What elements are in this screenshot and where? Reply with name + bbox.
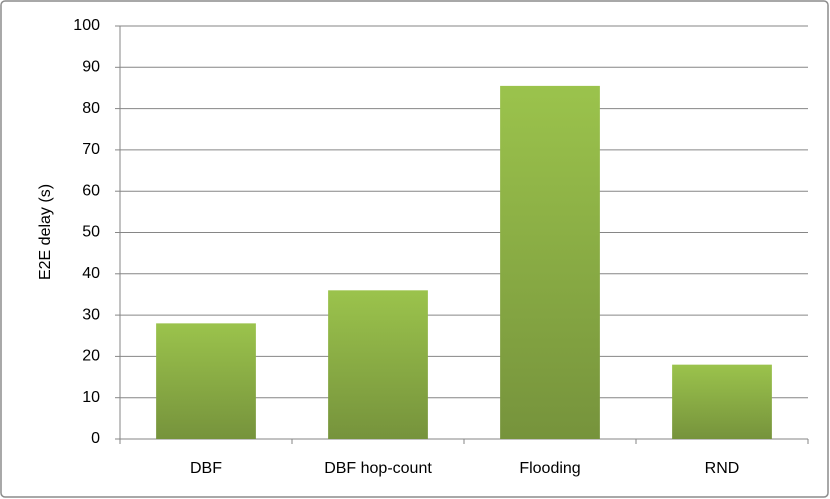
y-tick-label: 90	[82, 59, 100, 76]
bar	[156, 323, 256, 439]
bar	[328, 290, 428, 439]
y-tick-label: 20	[82, 348, 100, 365]
bar	[672, 364, 772, 439]
y-tick-label: 80	[82, 100, 100, 117]
y-tick-label: 30	[82, 306, 100, 323]
x-tick-label: RND	[705, 460, 740, 477]
y-tick-label: 0	[91, 430, 100, 447]
x-tick-label: Flooding	[519, 460, 580, 477]
x-tick-label: DBF hop-count	[324, 460, 432, 477]
y-tick-label: 10	[82, 389, 100, 406]
y-tick-label: 100	[73, 17, 100, 34]
y-tick-label: 60	[82, 182, 100, 199]
y-tick-label: 40	[82, 265, 100, 282]
y-axis-label: E2E delay (s)	[37, 184, 54, 280]
y-tick-label: 70	[82, 141, 100, 158]
y-tick-label: 50	[82, 224, 100, 241]
x-tick-label: DBF	[190, 460, 222, 477]
bar	[500, 85, 600, 439]
